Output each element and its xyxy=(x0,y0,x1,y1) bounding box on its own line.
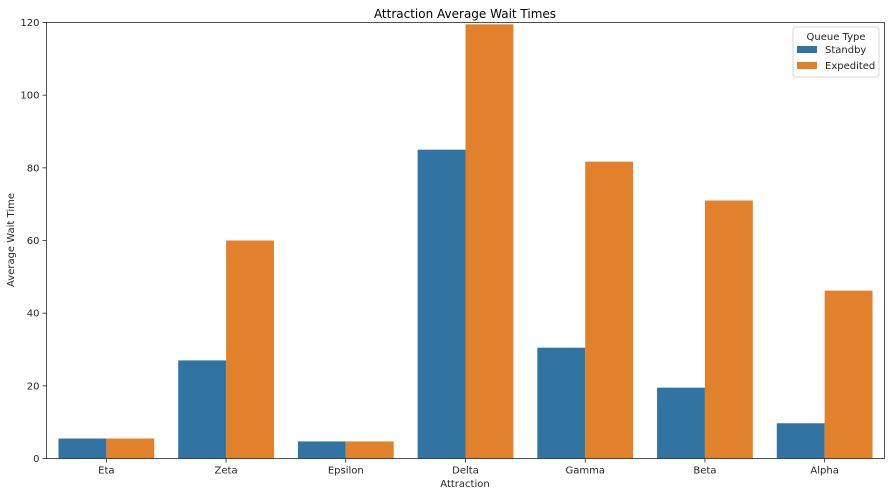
y-tick-label: 40 xyxy=(27,309,40,320)
legend-label-standby: Standby xyxy=(825,45,866,56)
legend: Queue Type Standby Expedited xyxy=(792,26,880,78)
bar-standby-epsilon xyxy=(297,441,346,459)
chart-title: Attraction Average Wait Times xyxy=(374,7,556,21)
x-tick-label-gamma: Gamma xyxy=(565,466,605,477)
bar-standby-eta xyxy=(58,438,107,459)
bar-standby-zeta xyxy=(178,360,227,459)
y-axis-ticks: 0 20 40 60 80 100 120 xyxy=(20,18,47,465)
x-tick-label-epsilon: Epsilon xyxy=(328,466,364,477)
x-tick-label-eta: Eta xyxy=(98,466,114,477)
bar-standby-delta xyxy=(417,149,466,459)
x-tick-label-zeta: Zeta xyxy=(215,466,238,477)
y-tick-label: 20 xyxy=(27,381,40,392)
x-axis-label: Attraction xyxy=(440,479,489,490)
legend-swatch-expedited xyxy=(797,62,817,69)
y-tick-label: 60 xyxy=(27,236,40,247)
bar-standby-beta xyxy=(657,387,705,459)
y-tick-label: 80 xyxy=(27,163,40,174)
legend-label-expedited: Expedited xyxy=(825,61,875,72)
y-tick-label: 120 xyxy=(20,18,39,29)
bar-expedited-epsilon xyxy=(345,441,394,459)
x-axis-ticks: Eta Zeta Epsilon Delta Gamma Beta Alpha xyxy=(98,458,839,477)
y-tick-label: 0 xyxy=(33,454,39,465)
bar-expedited-beta xyxy=(704,200,753,459)
bar-expedited-alpha xyxy=(824,290,873,459)
y-axis-label: Average Wait Time xyxy=(6,193,17,287)
bar-expedited-eta xyxy=(106,438,155,459)
bar-expedited-delta xyxy=(465,24,514,459)
bar-standby-gamma xyxy=(537,347,586,459)
x-tick-label-beta: Beta xyxy=(693,466,716,477)
bar-standby-alpha xyxy=(776,423,825,459)
bars-group xyxy=(58,24,873,459)
x-tick-label-delta: Delta xyxy=(452,466,479,477)
legend-title: Queue Type xyxy=(807,32,866,43)
plot-frame xyxy=(46,22,885,459)
x-tick-label-alpha: Alpha xyxy=(810,466,838,477)
y-tick-label: 100 xyxy=(20,91,39,102)
bar-expedited-zeta xyxy=(226,240,274,459)
bar-expedited-gamma xyxy=(585,161,634,459)
legend-swatch-standby xyxy=(797,46,817,53)
